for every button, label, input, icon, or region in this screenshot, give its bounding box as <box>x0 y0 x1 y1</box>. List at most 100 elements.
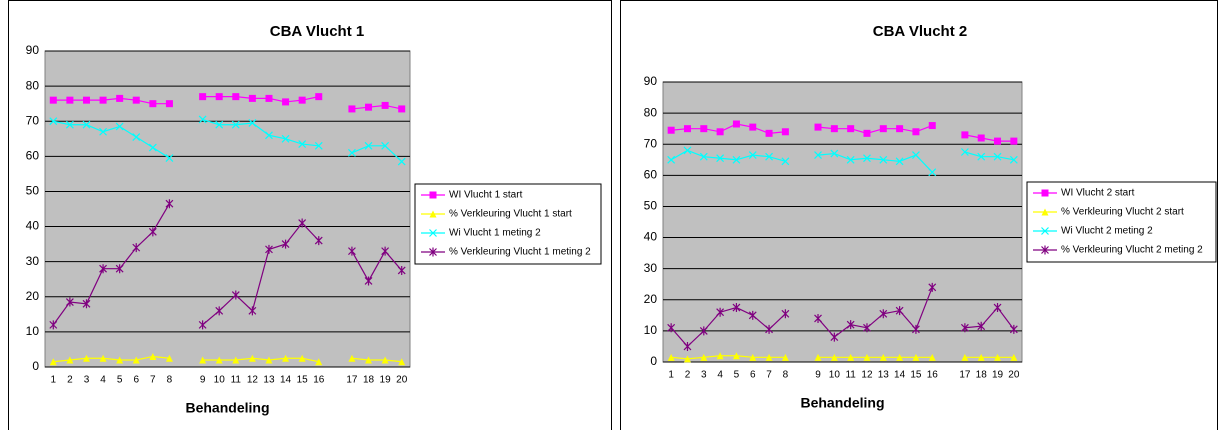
marker <box>699 326 708 336</box>
x-tick-label: 17 <box>959 370 971 381</box>
series-line <box>671 355 1014 360</box>
marker <box>298 354 306 362</box>
marker <box>977 353 985 361</box>
marker <box>215 93 223 101</box>
marker <box>748 310 757 320</box>
marker <box>928 282 937 292</box>
x-tick-label: 19 <box>380 375 392 386</box>
marker <box>716 154 725 163</box>
x-tick-label: 18 <box>363 375 375 386</box>
marker <box>132 243 141 253</box>
marker <box>896 353 904 361</box>
plot-area <box>662 81 1023 363</box>
marker <box>879 155 888 164</box>
y-tick-label: 60 <box>644 168 658 182</box>
marker <box>879 309 888 319</box>
x-tick-label: 3 <box>701 370 707 381</box>
x-tick-label: 13 <box>878 370 890 381</box>
marker <box>82 354 90 362</box>
marker <box>132 96 140 104</box>
marker <box>846 320 855 330</box>
marker <box>66 356 74 364</box>
marker <box>781 309 790 319</box>
x-axis-title: Behandeling <box>800 395 884 411</box>
marker <box>365 356 373 364</box>
marker <box>749 123 757 131</box>
x-tick-label: 6 <box>133 375 139 386</box>
y-tick-label: 50 <box>644 199 658 213</box>
marker <box>132 133 141 141</box>
marker <box>781 157 790 166</box>
x-tick-label: 10 <box>214 375 226 386</box>
marker <box>232 93 240 101</box>
marker <box>314 236 323 246</box>
marker <box>65 297 74 307</box>
marker <box>49 320 58 330</box>
marker <box>977 152 986 161</box>
marker <box>315 358 323 366</box>
marker <box>248 354 256 362</box>
x-tick-label: 13 <box>263 375 275 386</box>
y-tick-label: 30 <box>26 254 40 268</box>
y-tick-label: 10 <box>26 324 40 338</box>
marker <box>82 96 90 104</box>
x-tick-label: 14 <box>894 370 906 381</box>
x-tick-label: 8 <box>167 375 173 386</box>
marker <box>282 98 290 106</box>
marker <box>398 105 406 113</box>
marker <box>1010 137 1018 145</box>
marker <box>99 96 107 104</box>
marker <box>781 128 789 136</box>
marker <box>348 148 356 157</box>
marker <box>879 125 887 133</box>
x-tick-label: 18 <box>976 370 988 381</box>
x-tick-label: 2 <box>67 375 73 386</box>
marker <box>716 307 725 317</box>
marker <box>699 152 708 161</box>
marker <box>99 264 107 274</box>
marker <box>429 247 437 257</box>
x-tick-label: 4 <box>717 370 723 381</box>
legend-label: WI Vlucht 2 start <box>1061 188 1135 199</box>
marker <box>116 356 124 364</box>
marker <box>381 246 390 256</box>
marker <box>115 264 124 274</box>
marker <box>381 356 389 364</box>
marker <box>847 125 855 133</box>
marker <box>365 103 373 111</box>
marker <box>381 141 390 150</box>
y-tick-label: 10 <box>644 323 658 337</box>
marker <box>215 120 224 129</box>
marker <box>830 125 838 133</box>
marker <box>49 117 58 126</box>
marker <box>928 353 936 361</box>
marker <box>765 353 773 361</box>
y-tick-label: 80 <box>644 105 658 119</box>
marker <box>1010 353 1018 361</box>
x-tick-label: 8 <box>783 370 789 381</box>
marker <box>248 94 256 102</box>
x-tick-label: 14 <box>280 375 292 386</box>
marker <box>165 199 174 209</box>
plot-area <box>44 50 411 368</box>
marker <box>683 125 691 133</box>
marker <box>814 151 822 160</box>
marker <box>298 140 307 148</box>
marker <box>232 356 240 364</box>
legend <box>414 183 602 265</box>
marker <box>961 131 969 139</box>
marker <box>830 332 839 342</box>
y-tick-label: 90 <box>644 74 658 88</box>
marker <box>1009 155 1018 164</box>
marker <box>165 354 173 362</box>
marker <box>265 356 273 364</box>
marker <box>928 168 937 177</box>
marker <box>265 131 273 140</box>
marker <box>879 353 887 361</box>
marker <box>1041 227 1049 235</box>
marker <box>348 354 356 362</box>
y-tick-label: 60 <box>26 149 40 163</box>
marker <box>199 93 207 101</box>
marker <box>215 306 224 316</box>
x-tick-label: 5 <box>117 375 123 386</box>
